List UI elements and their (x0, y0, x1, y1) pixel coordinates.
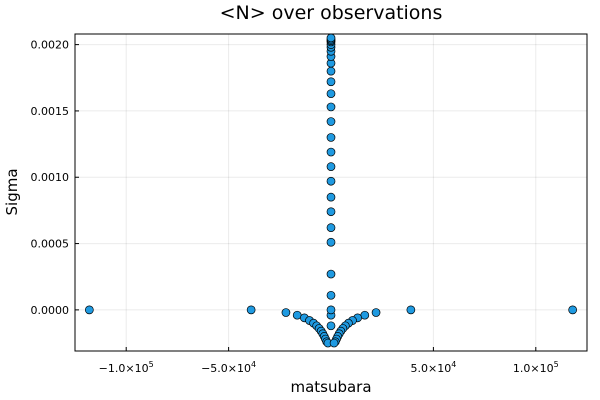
x-tick-label: 1.0×105 (513, 360, 559, 375)
data-point (326, 176, 336, 186)
y-tick-label: 0.0005 (31, 238, 70, 251)
y-tick-label: 0.0000 (31, 304, 70, 317)
data-point (246, 305, 256, 315)
y-tick-label: 0.0010 (31, 171, 70, 184)
data-point (281, 308, 291, 317)
data-point (326, 290, 336, 300)
data-point (326, 117, 336, 126)
y-tick-label: 0.0020 (31, 39, 70, 52)
data-point (371, 308, 381, 317)
data-point (326, 207, 336, 217)
data-point (326, 102, 336, 112)
tick-layer: −1.0×105 −5.0×104 5.0×104 1.0×105 0.0000 0.00… (31, 39, 559, 375)
data-point (326, 223, 336, 232)
data-point (326, 66, 336, 76)
chart-title: <N> over observations (220, 2, 443, 24)
data-point (326, 269, 336, 279)
data-point (326, 237, 336, 247)
data-point (326, 321, 336, 331)
points-layer (84, 33, 578, 348)
x-tick-label: −5.0×104 (201, 360, 256, 375)
data-point (568, 305, 578, 315)
data-point (406, 305, 416, 315)
y-tick-label: 0.0015 (31, 105, 70, 118)
x-tick-label: 5.0×104 (410, 360, 456, 375)
data-point (326, 77, 336, 87)
data-point (292, 310, 302, 320)
data-point (326, 147, 336, 157)
data-point (326, 89, 336, 99)
x-tick-label: −1.0×105 (99, 360, 154, 375)
data-point (326, 192, 336, 202)
data-point (326, 33, 336, 43)
data-point (360, 310, 370, 320)
data-point (329, 338, 339, 348)
y-axis-label: Sigma (3, 168, 21, 215)
data-point (326, 305, 336, 315)
x-axis-label: matsubara (290, 378, 371, 396)
data-point (326, 133, 336, 142)
data-point (326, 162, 336, 171)
data-point (84, 305, 94, 315)
